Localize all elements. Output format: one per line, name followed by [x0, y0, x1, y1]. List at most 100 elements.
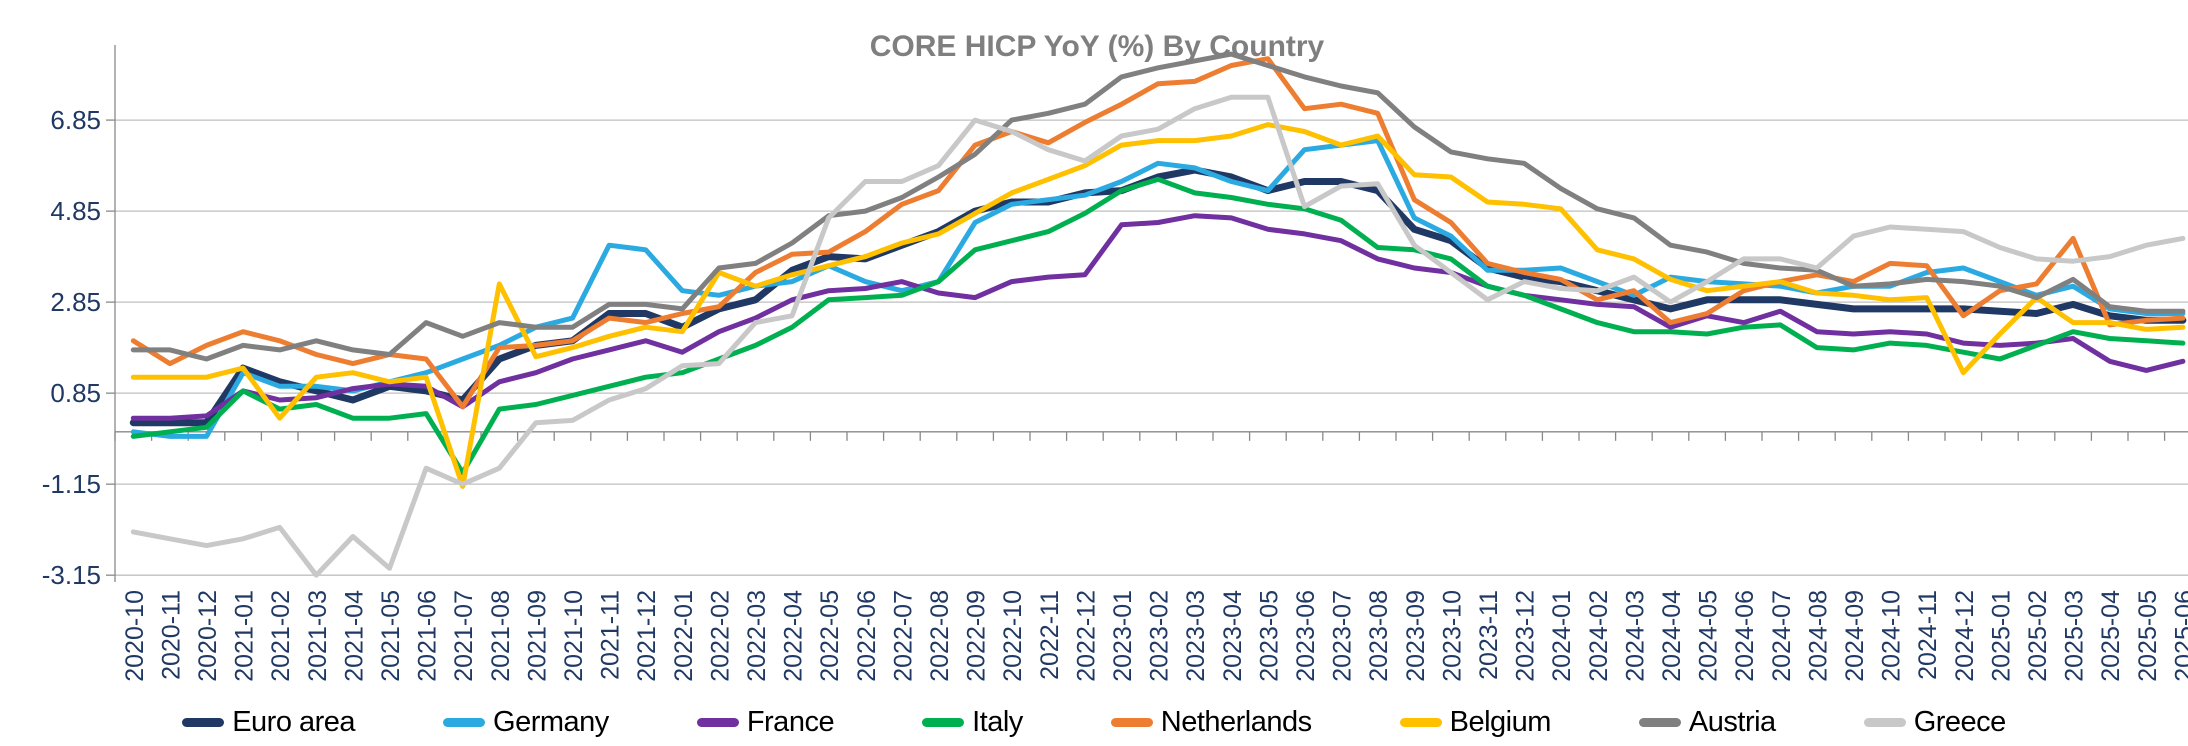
legend-marker [1863, 717, 1906, 727]
legend-label: Greece [1913, 705, 2007, 738]
legend-label: Belgium [1449, 705, 1552, 738]
legend-marker [696, 717, 739, 727]
legend-item-italy: Italy [922, 705, 1023, 738]
legend-marker [1399, 717, 1442, 727]
series-line-austria [130, 51, 2186, 362]
x-axis-label: 2021-06 [414, 590, 442, 682]
legend-label: Italy [972, 705, 1023, 738]
x-axis-label: 2023-09 [1402, 590, 1430, 682]
y-axis-label: 4.85 [50, 196, 101, 226]
legend-item-greece: Greece [1863, 705, 2007, 738]
legend-item-austria: Austria [1638, 705, 1776, 738]
x-axis-label: 2025-05 [2134, 590, 2162, 682]
x-axis-label: 2024-06 [1731, 590, 1759, 682]
x-axis-label: 2020-12 [194, 590, 222, 682]
legend-label: Netherlands [1160, 705, 1312, 738]
series-line-greece [130, 94, 2186, 578]
axis-labels: 6.85 4.85 2.85 0.85 -1.15 -3.15 2020-10 2020-11… [42, 105, 2188, 682]
x-axis-label: 2022-06 [853, 590, 881, 682]
legend-item-germany: Germany [443, 705, 609, 738]
x-axis-label: 2025-01 [1987, 590, 2015, 682]
x-axis-label: 2023-08 [1365, 590, 1393, 682]
x-axis-label: 2024-09 [1841, 590, 1869, 682]
x-axis-label: 2021-08 [487, 590, 515, 682]
legend-item-euro-area: Euro area [182, 705, 356, 738]
y-axis-label: -3.15 [42, 560, 101, 590]
x-axis-label: 2021-01 [231, 590, 259, 682]
x-axis-label: 2025-02 [2024, 590, 2052, 682]
x-axis-label: 2022-01 [670, 590, 698, 682]
x-axis-label: 2023-05 [1255, 590, 1283, 682]
x-axis-label: 2022-07 [889, 590, 917, 682]
x-axis-label: 2022-10 [999, 590, 1027, 682]
x-axis-label: 2021-03 [304, 590, 332, 682]
legend-marker [1110, 717, 1153, 727]
x-axis-label: 2022-12 [1072, 590, 1100, 682]
chart-legend: Euro area Germany France Italy Netherlands Be… [0, 699, 2188, 745]
x-axis-label: 2022-11 [1036, 590, 1064, 680]
x-axis-label: 2024-08 [1804, 590, 1832, 682]
x-axis-label: 2022-05 [816, 590, 844, 682]
axes [106, 45, 2188, 582]
x-axis-label: 2021-09 [523, 590, 551, 682]
x-axis-label: 2021-11 [597, 590, 625, 680]
y-axis-label: 6.85 [50, 105, 101, 135]
x-axis-label: 2024-01 [1548, 590, 1576, 682]
legend-label: Euro area [232, 705, 356, 738]
x-axis-label: 2023-10 [1438, 590, 1466, 682]
x-axis-label: 2023-01 [1109, 590, 1137, 682]
x-axis-label: 2024-04 [1658, 590, 1686, 682]
x-axis-label: 2023-06 [1292, 590, 1320, 682]
x-axis-label: 2024-03 [1621, 590, 1649, 682]
x-axis-label: 2025-06 [2170, 590, 2188, 682]
x-axis-label: 2022-08 [926, 590, 954, 682]
y-axis-label: 2.85 [50, 287, 101, 317]
x-axis-label: 2021-12 [633, 590, 661, 682]
x-axis-label: 2023-02 [1146, 590, 1174, 682]
x-axis-label: 2025-04 [2097, 590, 2125, 682]
x-axis-label: 2024-10 [1878, 590, 1906, 682]
x-axis-label: 2020-10 [121, 590, 149, 682]
x-axis-label: 2020-11 [157, 590, 185, 680]
x-axis-label: 2023-11 [1475, 590, 1503, 680]
x-axis-label: 2024-11 [1914, 590, 1942, 680]
series-line-germany [130, 138, 2186, 439]
x-axis-label: 2022-09 [963, 590, 991, 682]
legend-marker [182, 717, 225, 727]
legend-marker [443, 717, 486, 727]
y-axis-label: -1.15 [42, 469, 101, 499]
x-axis-label: 2023-04 [1219, 590, 1247, 682]
legend-label: Germany [493, 705, 609, 738]
series-line-france [130, 213, 2186, 421]
series-line-italy [130, 176, 2186, 476]
x-axis-label: 2024-02 [1585, 590, 1613, 682]
y-axis-label: 0.85 [50, 378, 101, 408]
x-axis-label: 2025-03 [2061, 590, 2089, 682]
legend-label: Austria [1688, 705, 1776, 738]
x-axis-label: 2024-07 [1768, 590, 1796, 682]
legend-label: France [746, 705, 835, 738]
legend-marker [1638, 717, 1681, 727]
chart-title: CORE HICP YoY (%) By Country [870, 30, 1325, 63]
x-axis-label: 2021-04 [340, 590, 368, 682]
legend-item-france: France [696, 705, 835, 738]
legend-item-netherlands: Netherlands [1110, 705, 1312, 738]
x-axis-label: 2021-02 [267, 590, 295, 682]
x-axis-label: 2023-07 [1329, 590, 1357, 682]
x-axis-label: 2022-02 [706, 590, 734, 682]
x-axis-label: 2023-03 [1182, 590, 1210, 682]
series-line-belgium [130, 122, 2186, 489]
legend-marker [922, 717, 965, 727]
x-axis-label: 2024-12 [1951, 590, 1979, 682]
x-axis-label: 2021-10 [560, 590, 588, 682]
x-axis-label: 2021-07 [450, 590, 478, 682]
x-axis-label: 2021-05 [377, 590, 405, 682]
x-axis-label: 2022-03 [743, 590, 771, 682]
x-axis-label: 2023-12 [1512, 590, 1540, 682]
legend-item-belgium: Belgium [1399, 705, 1552, 738]
x-axis-label: 2024-05 [1695, 590, 1723, 682]
series-lines [129, 51, 2187, 578]
x-axis-label: 2022-04 [780, 590, 808, 682]
